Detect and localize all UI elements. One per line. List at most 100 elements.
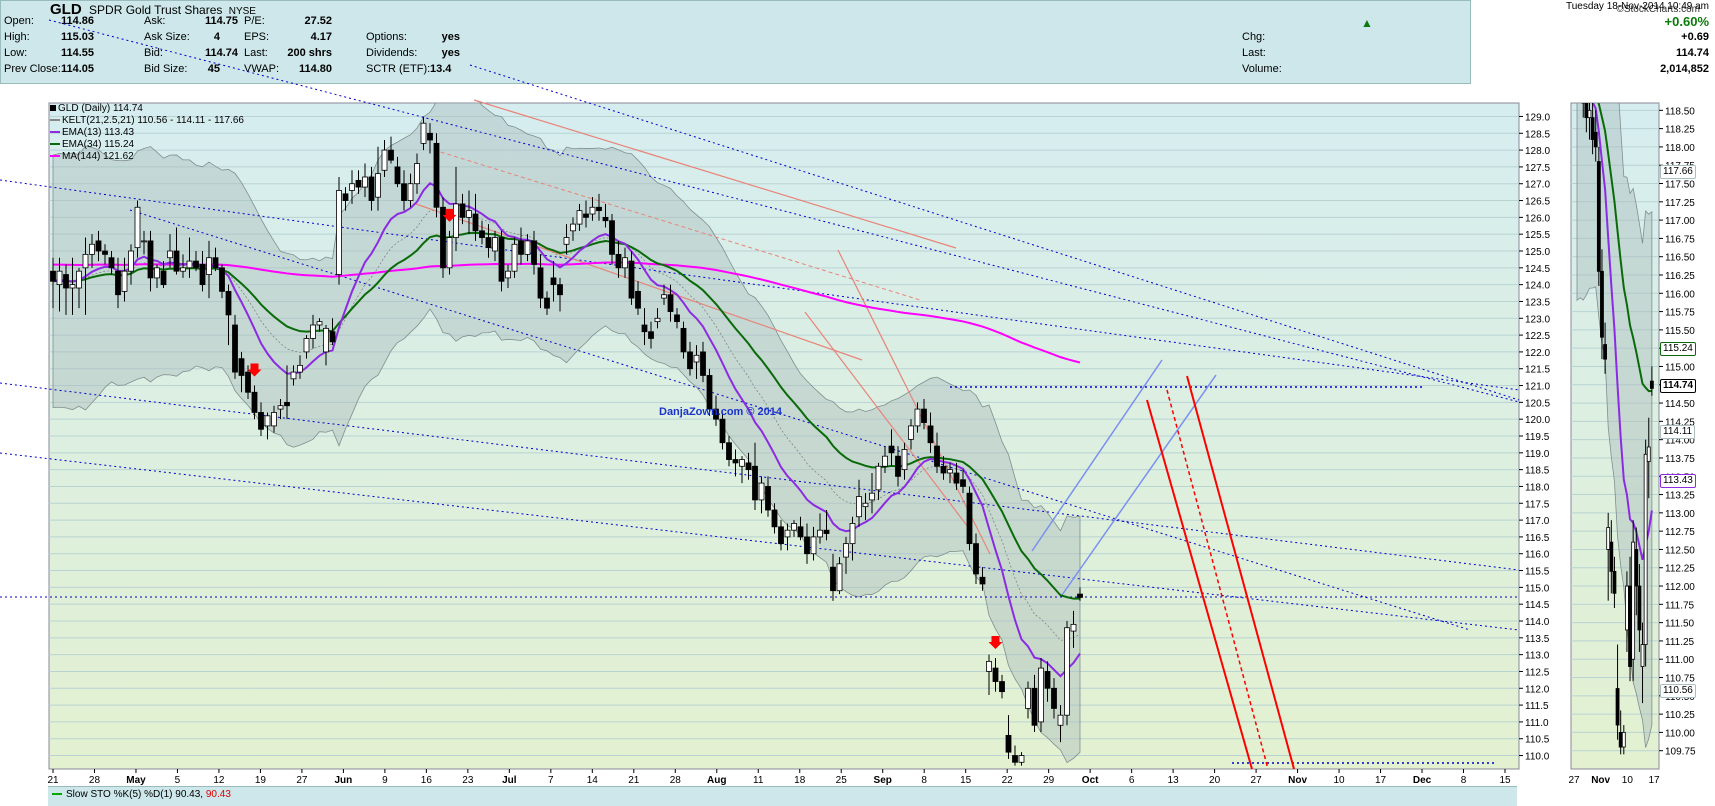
candle-down [1031, 687, 1038, 726]
candle-down [596, 206, 602, 212]
price-axis: 110.0 110.5 111.0 111.5 112.0 112.5 113.0 113.5… [1519, 112, 1550, 763]
price-tick-label: 112.5 [1525, 667, 1550, 678]
price-tick-label: 122.0 [1525, 348, 1550, 359]
trendline-salmon-5 [804, 311, 969, 528]
candle-up [420, 122, 427, 144]
trendline-dotted-3 [0, 382, 1520, 571]
legend-gld: GLD (Daily) 114.74 [50, 103, 143, 114]
candle-down [940, 465, 947, 474]
price-tick-label: 121.0 [1525, 382, 1550, 393]
date-tick-label: 9 [382, 775, 388, 786]
inset-date-tick-label: 10 [1622, 775, 1634, 786]
candle-up [264, 415, 271, 427]
price-tick-label: 117.5 [1525, 499, 1550, 510]
candle-up [505, 270, 511, 279]
candle-up [693, 354, 700, 363]
chg-label: Chg: [1242, 31, 1266, 43]
date-tick-label: Jul [502, 775, 517, 786]
candle-down [687, 351, 693, 370]
candle-down [726, 442, 732, 460]
inset-candle-down [1615, 688, 1620, 726]
candle-down [960, 479, 966, 487]
candle-up [336, 190, 342, 275]
candle-down [427, 132, 433, 141]
candle-down [752, 465, 758, 501]
candle-down [895, 455, 901, 477]
candle-up [784, 529, 791, 538]
candle-up [882, 455, 888, 467]
legend-swatch-kelt [50, 119, 60, 122]
ask-value: 114.75 [204, 15, 238, 27]
sctr-value: 13.4 [430, 63, 452, 75]
candle-up [758, 482, 765, 501]
price-tick-label: 116.0 [1525, 550, 1550, 561]
candle-down [342, 193, 349, 201]
candle-up [128, 250, 134, 272]
date-tick-label: 18 [794, 775, 806, 786]
candle-up [739, 459, 745, 467]
inset-price-tick-label: 118.50 [1665, 106, 1695, 117]
legend-ma144: MA(144) 121.62 [50, 151, 134, 162]
inset-price-tick-label: 115.75 [1665, 308, 1695, 319]
inset-candle-down [1579, 15, 1582, 52]
inset-candle-up [1587, 109, 1592, 119]
eps-label: EPS: [244, 31, 270, 43]
candle-up [56, 270, 63, 286]
inset-price-tag: 117.66 [1660, 164, 1696, 179]
candle-up [1038, 667, 1044, 723]
candle-up [843, 543, 849, 558]
price-tick-label: 119.0 [1525, 449, 1550, 460]
inset-candle-up [1643, 453, 1648, 645]
quote-datetime: Tuesday 18-Nov-2014 10:49 am [1565, 1, 1709, 12]
price-tick-label: 110.0 [1525, 752, 1550, 763]
trendline-dotted-1 [48, 19, 1520, 403]
candle-down [550, 277, 557, 286]
ask-label: Ask: [144, 15, 166, 27]
inset-candle-up [1631, 541, 1636, 660]
candle-down [394, 166, 401, 185]
candle-up [1057, 714, 1064, 726]
inset-ema34-line [1597, 103, 1652, 393]
inset-candle-down [1593, 131, 1598, 148]
legend-kelt: KELT(21,2.5,21) 110.56 - 114.11 - 117.66 [50, 115, 244, 126]
inset-ema13-line [1591, 103, 1653, 561]
indicator-label: Slow STO %K(5) %D(1) 90.43, 90.43 [52, 789, 231, 800]
candle-up [654, 317, 661, 323]
inset-candle-up [1625, 585, 1629, 631]
inset-price-tick-label: 116.75 [1665, 234, 1695, 245]
price-tick-label: 127.0 [1525, 180, 1550, 191]
date-tick-label: 27 [296, 775, 308, 786]
candle-down [797, 526, 804, 538]
candle-up [121, 270, 128, 292]
inset-price-tick-label: 112.00 [1665, 582, 1695, 593]
grid-lines [49, 115, 1519, 757]
candle-down [1051, 687, 1057, 709]
candle-up [277, 405, 284, 410]
price-tick-label: 112.0 [1525, 684, 1550, 695]
date-tick-label: 15 [1499, 775, 1511, 786]
price-tick-label: 111.5 [1525, 701, 1549, 712]
up-triangle-icon: ▲ [1361, 16, 1373, 30]
candle-down [713, 408, 719, 420]
inset-price-tick-label: 112.25 [1665, 564, 1695, 575]
candle-down [219, 267, 225, 292]
dividends-label: Dividends: [366, 47, 418, 59]
legend-kelt-text: KELT(21,2.5,21) 110.56 - 114.11 - 117.66 [62, 115, 244, 126]
price-tick-label: 111.0 [1525, 718, 1549, 729]
candle-down [355, 179, 362, 188]
candle-down [245, 371, 251, 393]
date-tick-label: 25 [836, 775, 848, 786]
candle-down [544, 297, 550, 309]
candle-down [498, 237, 505, 282]
pe-value: 27.52 [304, 15, 332, 27]
candle-down [765, 486, 771, 511]
candle-up [511, 243, 518, 272]
candle-up [134, 206, 141, 249]
inset-date-axis: 27 Nov 10 17 [1568, 775, 1660, 786]
inset-price-tick-label: 110.75 [1665, 674, 1695, 685]
candle-down [719, 418, 726, 444]
candle-up [524, 240, 531, 255]
candle-down [804, 536, 810, 555]
price-tick-label: 110.5 [1525, 735, 1550, 746]
candle-down [934, 445, 940, 467]
